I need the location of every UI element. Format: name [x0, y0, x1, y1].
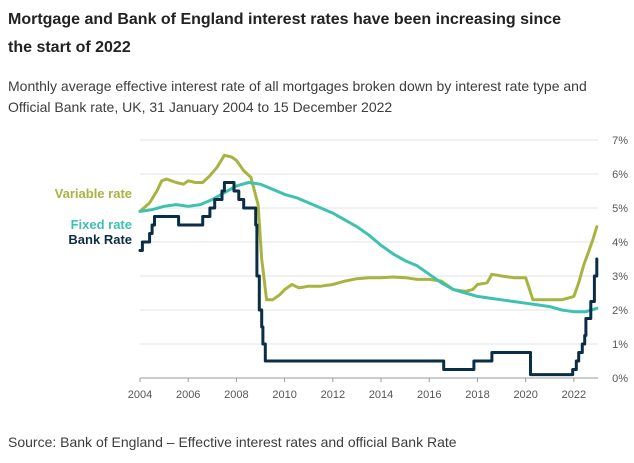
y-tick-label: 4% — [612, 237, 628, 249]
x-tick-label: 2014 — [369, 389, 393, 401]
x-tick-label: 2020 — [513, 389, 537, 401]
legend-label-variable-rate: Variable rate — [55, 186, 132, 201]
x-tick-label: 2022 — [562, 389, 586, 401]
x-tick-label: 2016 — [417, 389, 441, 401]
y-tick-label: 6% — [612, 169, 628, 181]
series-line-fixed-rate — [138, 181, 599, 314]
y-tick-label: 2% — [612, 305, 628, 317]
series-line-variable-rate — [138, 153, 599, 302]
x-tick-label: 2012 — [321, 389, 345, 401]
x-tick-label: 2018 — [465, 389, 489, 401]
x-tick-label: 2010 — [272, 389, 296, 401]
y-tick-label: 5% — [612, 203, 628, 215]
series-line-bank-rate — [138, 181, 599, 377]
legend-label-fixed-rate: Fixed rate — [71, 217, 132, 232]
y-tick-label: 1% — [612, 339, 628, 351]
x-tick-label: 2008 — [224, 389, 248, 401]
y-tick-label: 7% — [612, 135, 628, 147]
y-tick-label: 3% — [612, 271, 628, 283]
x-tick-label: 2006 — [176, 389, 200, 401]
y-tick-label: 0% — [612, 373, 628, 385]
chart-title: Mortgage and Bank of England interest ra… — [8, 11, 562, 56]
line-chart: 0% 1% 2% 3% 4% 5% 6% 7% 2004 2006 2008 2010 2012 2014… — [55, 135, 629, 401]
legend-label-bank-rate: Bank Rate — [68, 232, 132, 247]
chart-subtitle: Monthly average effective interest rate … — [8, 78, 587, 115]
x-tick-label: 2004 — [128, 389, 152, 401]
chart-source: Source: Bank of England – Effective inte… — [8, 434, 457, 450]
